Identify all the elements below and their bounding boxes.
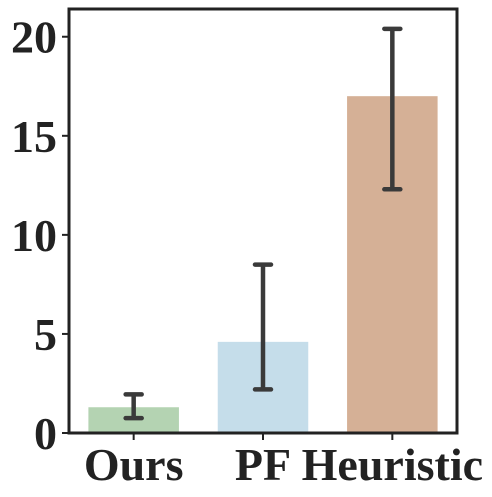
x-axis: Ours PF Heuristic (84, 433, 483, 490)
y-tick-label-10: 10 (11, 210, 57, 261)
y-tick-label-5: 5 (34, 309, 57, 360)
y-axis: 0 5 10 15 20 (11, 12, 69, 459)
x-tick-label-ours: Ours (84, 439, 184, 490)
plot-frame (67, 7, 459, 435)
x-tick-label-pf: PF (235, 439, 291, 490)
y-tick-label-15: 15 (11, 111, 57, 162)
x-tick-label-heuristic: Heuristic (302, 439, 483, 490)
error-bars-group (123, 26, 403, 421)
y-tick-label-0: 0 (34, 408, 57, 459)
y-tick-label-20: 20 (11, 12, 57, 63)
